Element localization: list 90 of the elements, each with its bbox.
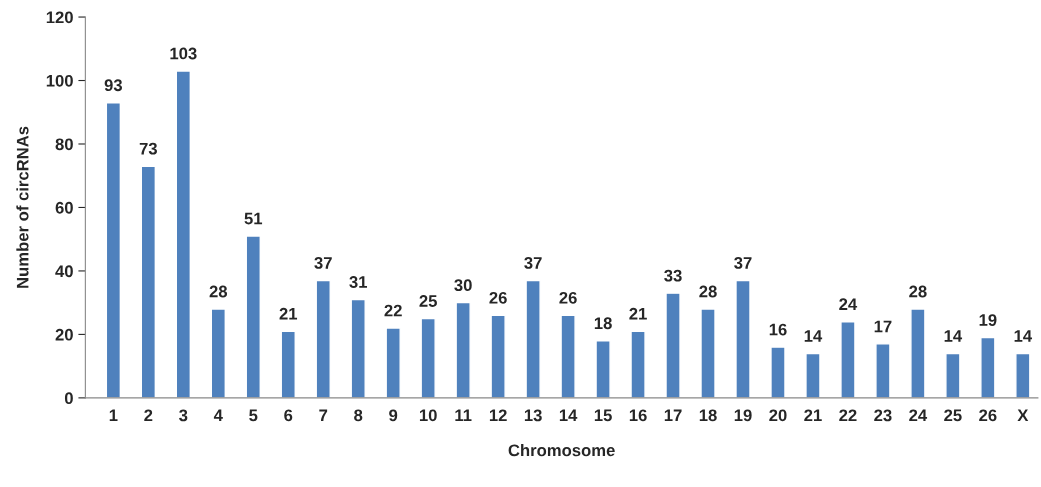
bar bbox=[420, 317, 436, 398]
data-label: 73 bbox=[139, 142, 157, 155]
data-label: 51 bbox=[244, 212, 263, 225]
data-label: 18 bbox=[594, 317, 612, 330]
bar bbox=[385, 327, 401, 398]
x-tick-label: 8 bbox=[354, 409, 363, 422]
x-tick-label: 16 bbox=[629, 409, 647, 422]
data-label: 103 bbox=[170, 47, 197, 60]
x-tick-label: 13 bbox=[524, 409, 542, 422]
bar bbox=[280, 330, 296, 398]
x-tick-label: 9 bbox=[389, 409, 398, 422]
x-tick-label: 7 bbox=[319, 409, 328, 422]
data-label: 24 bbox=[839, 298, 858, 310]
x-tick-label: 23 bbox=[874, 409, 892, 422]
bar bbox=[525, 279, 541, 398]
data-label: 26 bbox=[559, 291, 577, 304]
x-tick-label: 25 bbox=[944, 409, 962, 422]
bar bbox=[175, 70, 191, 398]
bar bbox=[455, 301, 471, 398]
data-label: 33 bbox=[664, 269, 682, 282]
data-label: 21 bbox=[629, 307, 647, 320]
bar bbox=[490, 314, 506, 398]
x-tick-label: 1 bbox=[109, 409, 118, 422]
x-axis-title: Chromosome bbox=[508, 443, 615, 457]
y-tick-label: 0 bbox=[64, 392, 73, 405]
bar bbox=[770, 346, 786, 398]
y-tick-label: 80 bbox=[55, 138, 73, 151]
data-label: 17 bbox=[874, 320, 892, 333]
bar bbox=[665, 292, 681, 398]
data-label: 14 bbox=[1014, 330, 1033, 342]
x-tick-label: 22 bbox=[839, 409, 857, 422]
data-label: 16 bbox=[769, 323, 787, 336]
data-label: 30 bbox=[454, 279, 472, 292]
x-tick-label: 21 bbox=[804, 409, 822, 422]
bar bbox=[560, 314, 576, 398]
x-tick-label: 18 bbox=[699, 409, 717, 422]
bar bbox=[210, 308, 226, 398]
data-label: 37 bbox=[524, 257, 542, 269]
y-tick-label: 60 bbox=[55, 201, 73, 214]
bar bbox=[595, 340, 611, 398]
data-label: 28 bbox=[909, 285, 927, 298]
y-tick-label: 100 bbox=[46, 74, 73, 87]
bar bbox=[840, 321, 856, 398]
data-label: 22 bbox=[384, 304, 402, 317]
x-tick-label: 10 bbox=[419, 409, 437, 422]
x-tick-label: 17 bbox=[664, 409, 682, 422]
x-tick-label: 11 bbox=[455, 409, 472, 422]
bar bbox=[315, 279, 331, 398]
bar bbox=[980, 336, 996, 398]
data-label: 14 bbox=[944, 330, 963, 342]
bar bbox=[245, 235, 261, 398]
x-tick-label: 24 bbox=[909, 409, 928, 422]
x-tick-label: 3 bbox=[179, 409, 188, 422]
data-label: 21 bbox=[279, 307, 298, 320]
y-tick-label: 40 bbox=[55, 265, 73, 278]
bar bbox=[350, 298, 366, 398]
bar bbox=[700, 308, 716, 398]
y-tick-label: 20 bbox=[55, 328, 73, 341]
bar bbox=[630, 330, 646, 398]
x-tick-label: 4 bbox=[213, 409, 223, 422]
x-tick-label: 6 bbox=[284, 409, 293, 422]
data-label: 93 bbox=[104, 79, 123, 92]
bar bbox=[140, 165, 157, 398]
bar bbox=[875, 343, 891, 398]
data-label: 25 bbox=[419, 295, 437, 307]
bar bbox=[945, 352, 961, 398]
x-tick-label: 12 bbox=[489, 409, 507, 422]
x-tick-label: 20 bbox=[769, 409, 787, 422]
data-label: 26 bbox=[489, 291, 507, 304]
y-axis-title: Number of circRNAs bbox=[16, 126, 29, 288]
x-tick-label: 14 bbox=[559, 409, 578, 422]
x-tick-label: 5 bbox=[249, 409, 258, 422]
bar bbox=[735, 279, 751, 398]
x-tick-label: 2 bbox=[144, 409, 153, 422]
bar bbox=[805, 352, 821, 398]
data-label: 37 bbox=[734, 257, 752, 269]
bar bbox=[1015, 352, 1031, 398]
data-label: 28 bbox=[699, 285, 717, 298]
data-label: 14 bbox=[804, 330, 823, 342]
x-tick-label: 26 bbox=[979, 409, 997, 422]
x-tick-label: 19 bbox=[734, 409, 752, 422]
y-tick-label: 120 bbox=[46, 11, 73, 24]
bar bbox=[105, 102, 122, 398]
bar bbox=[910, 308, 926, 398]
data-label: 28 bbox=[209, 285, 228, 298]
data-label: 37 bbox=[314, 257, 332, 269]
data-label: 19 bbox=[979, 314, 997, 326]
data-label: 31 bbox=[349, 276, 368, 288]
x-tick-label: 15 bbox=[594, 409, 612, 422]
x-tick-label: X bbox=[1017, 409, 1029, 422]
